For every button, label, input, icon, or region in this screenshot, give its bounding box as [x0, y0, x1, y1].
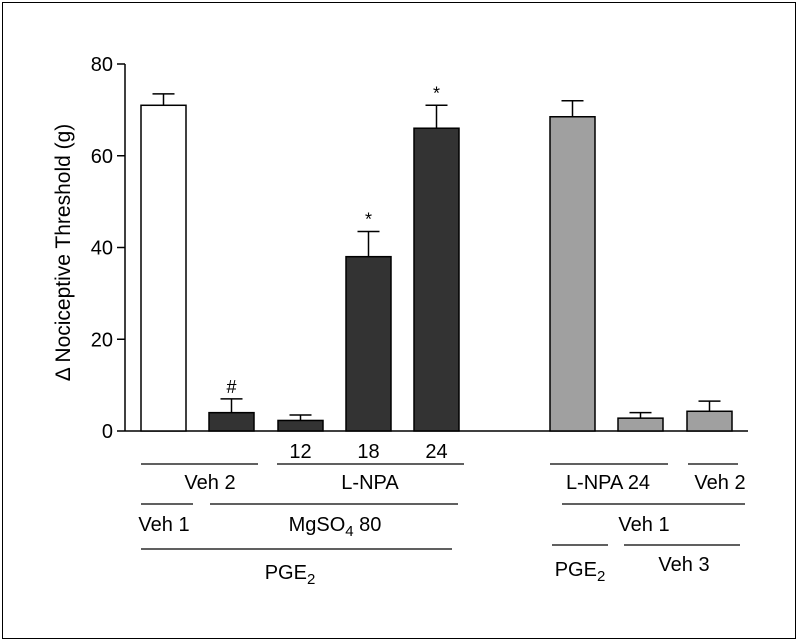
group-labels: Veh 2 L-NPA Veh 1 MgSO4 80 PGE2 L-NPA 24 Veh 2…: [138, 463, 746, 588]
group-label: Veh 2: [694, 472, 745, 494]
x-tick-label: 12: [289, 441, 311, 463]
y-tick-label: 80: [91, 54, 113, 76]
bar: [686, 410, 733, 432]
bar: [549, 116, 596, 432]
bar: [617, 417, 664, 432]
group-label: Veh 3: [658, 554, 709, 576]
significance-marker: *: [433, 83, 440, 103]
group-label: MgSO4 80: [289, 514, 382, 540]
group-label: Veh 2: [184, 472, 235, 494]
significance-marker: #: [226, 377, 236, 397]
bars: #12 * 18 * 24: [140, 83, 733, 463]
x-tick-label: 18: [357, 441, 379, 463]
group-label: L-NPA 24: [566, 472, 650, 494]
bar: [345, 255, 392, 432]
y-axis-title: Δ Nociceptive Threshold (g): [52, 124, 75, 382]
bar: [208, 411, 255, 432]
group-label: PGE2: [265, 562, 316, 588]
y-tick-label: 20: [91, 329, 113, 351]
bar: [140, 104, 187, 432]
group-label: PGE2: [555, 559, 606, 585]
significance-marker: *: [365, 209, 372, 229]
group-label: Veh 1: [138, 514, 189, 536]
y-tick-label: 60: [91, 146, 113, 168]
y-tick-label: 40: [91, 238, 113, 260]
bar: [277, 419, 324, 432]
group-label: Veh 1: [618, 514, 669, 536]
y-tick-label: 0: [102, 421, 113, 443]
group-label: L-NPA: [341, 472, 399, 494]
x-tick-label: 24: [425, 441, 447, 463]
bar: [413, 127, 460, 432]
